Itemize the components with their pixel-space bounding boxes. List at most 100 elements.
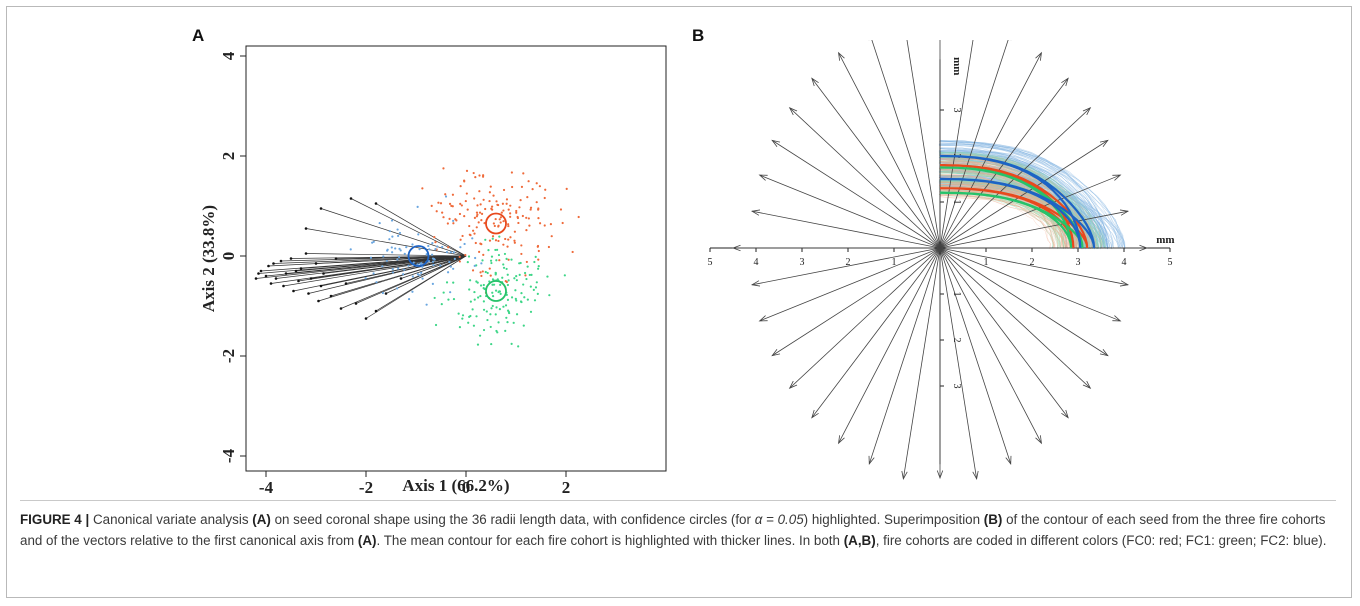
data-point [489,325,492,329]
data-point [469,279,472,282]
data-point [543,196,546,200]
data-point [519,199,522,202]
data-point [515,313,519,316]
ray-arrowhead [750,209,761,216]
data-point [390,246,393,249]
caption-text-3: ) highlighted. Superimposition [803,512,984,527]
data-point [489,313,492,316]
vector-ray [752,247,941,286]
data-point [444,193,447,196]
x-tick-label: 2 [562,478,571,496]
confidence-circle [485,212,507,235]
data-point [448,217,451,220]
data-point [452,281,455,284]
panel-a-label: A [192,26,205,45]
data-point [495,329,498,333]
vector-ray [906,40,941,249]
data-point [492,222,495,225]
caption-ref-a: (A) [252,512,271,527]
data-point [481,259,484,262]
data-point [417,233,420,236]
data-point [522,172,525,175]
data-point [490,205,494,208]
seed-contour [939,158,1094,248]
y-tick-label: 1 [951,292,962,297]
vector-endpoint [329,294,333,298]
data-point [459,246,462,249]
data-point [463,242,466,246]
data-point [506,321,509,324]
ray-arrowhead [1139,244,1149,252]
data-point [497,321,500,324]
vector-ray [771,247,941,356]
vector-ray [939,247,1012,465]
data-point [535,182,538,185]
data-point [483,287,486,291]
data-point [398,255,401,259]
data-point [349,248,352,251]
data-point [471,237,474,240]
data-point [447,246,450,249]
y-tick-label: -2 [219,349,238,363]
data-point [441,211,444,214]
vector-line [375,203,467,257]
data-point [458,326,462,329]
data-point [536,292,539,295]
data-point [479,284,483,287]
confidence-circle [485,280,507,302]
data-point [482,300,485,303]
vector-ray [811,247,941,418]
data-point [478,190,481,193]
vector-ray [939,247,1121,322]
data-point [507,208,510,211]
data-point [531,188,534,191]
data-point [452,251,455,254]
data-point [478,211,482,214]
data-point [475,215,478,218]
data-point [432,257,436,261]
vector-endpoint [274,277,278,280]
vector-ray [759,247,941,322]
data-point [482,328,486,332]
vector-ray [939,247,1091,389]
data-point [515,279,518,282]
data-point [472,171,475,175]
x-tick-label: 0 [462,478,471,496]
seed-contour [939,170,1073,248]
data-point [391,251,394,254]
data-point [502,209,505,212]
seed-contour [940,162,1087,249]
data-point [430,253,434,256]
data-point [522,324,525,327]
data-point [525,216,528,219]
data-point [491,278,495,281]
data-point [488,199,491,203]
data-point [523,296,526,299]
data-point [502,266,506,269]
x-tick-label: 4 [754,257,759,268]
data-point [492,283,496,286]
vector-endpoint [374,309,378,313]
data-point [501,202,504,205]
data-point [490,255,494,258]
vector-line [315,255,467,264]
data-point [452,297,456,301]
data-point [375,281,378,284]
data-point [448,260,451,264]
data-point [534,255,537,258]
data-point [452,219,455,222]
data-point [491,208,494,211]
data-point [442,291,445,294]
seed-contour [939,160,1091,249]
data-point [533,260,536,264]
data-point [474,241,477,245]
data-point [499,292,502,295]
ray-arrowhead [1082,380,1092,389]
data-point [482,198,485,201]
data-point [461,314,465,317]
data-point [495,200,498,203]
caption-ref-a2: (A) [357,533,377,548]
caption-figure-label: FIGURE 4 | [20,512,90,527]
data-point [495,306,498,309]
